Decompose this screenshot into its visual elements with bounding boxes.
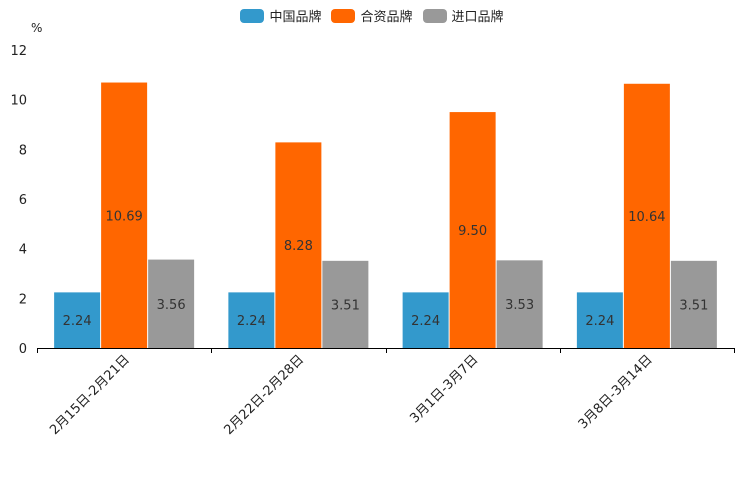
bar [54, 292, 101, 348]
bar [449, 112, 496, 348]
bar [496, 260, 543, 348]
legend-label-import-brand: 进口品牌 [451, 10, 504, 25]
bar-value-label: 3.51 [679, 298, 708, 313]
y-tick-label: 10 [10, 94, 27, 109]
legend-item-import-brand[interactable]: 进口品牌 [422, 6, 504, 25]
bar-value-label: 2.24 [585, 314, 614, 329]
chart-legend: 中国品牌 合资品牌 进口品牌 [0, 6, 744, 25]
legend-swatch-china-brand [240, 8, 265, 23]
legend-swatch-import-brand [422, 8, 447, 23]
bar-value-label: 3.51 [331, 298, 360, 313]
x-tick-label: 2月15日-2月21日 [47, 352, 133, 438]
y-tick-label: 4 [19, 243, 27, 258]
bar [275, 142, 322, 348]
bar [148, 259, 195, 348]
bar [623, 83, 670, 349]
x-tick-label: 3月1日-3月7日 [407, 352, 481, 426]
bar [402, 292, 449, 348]
x-tick-label: 3月8日-3月14日 [576, 352, 656, 432]
bar-value-label: 2.24 [237, 314, 266, 329]
bar-value-label: 3.53 [505, 298, 534, 313]
legend-label-china-brand: 中国品牌 [269, 10, 322, 25]
bar [228, 292, 275, 348]
bar [576, 292, 623, 348]
legend-item-china-brand[interactable]: 中国品牌 [240, 6, 321, 25]
bar [322, 260, 369, 348]
y-tick-label: 0 [19, 342, 27, 357]
legend-swatch-joint-venture-brand [331, 8, 356, 23]
y-tick-label: 2 [19, 292, 27, 307]
bar-value-label: 9.50 [458, 224, 487, 239]
y-axis-unit: % [31, 21, 43, 35]
x-axis-ticks: 2月15日-2月21日 2月22日-2月28日 3月1日-3月7日 3月8日-3月14… [37, 348, 735, 438]
bar [101, 82, 148, 348]
y-tick-label: 12 [10, 44, 27, 59]
bar-value-label: 3.56 [157, 298, 186, 313]
bar-value-label: 2.24 [63, 314, 92, 329]
bar-value-label: 2.24 [411, 314, 440, 329]
y-tick-label: 6 [19, 193, 27, 208]
x-tick-label: 2月22日-2月28日 [221, 352, 307, 438]
bar-value-labels: 2.24 10.69 3.56 2.24 8.28 3.51 2.24 9.50 3.53 2.2… [63, 209, 709, 329]
bar-value-label: 10.64 [628, 210, 665, 225]
bar [670, 260, 717, 348]
bars [54, 82, 717, 349]
bar-value-label: 10.69 [106, 209, 143, 224]
y-axis-ticks: 0 2 4 6 8 10 12 [10, 44, 27, 357]
legend-label-joint-venture-brand: 合资品牌 [360, 10, 413, 25]
y-tick-label: 8 [19, 143, 27, 158]
legend-item-joint-venture-brand[interactable]: 合资品牌 [331, 6, 413, 25]
bar-value-label: 8.28 [284, 239, 313, 254]
